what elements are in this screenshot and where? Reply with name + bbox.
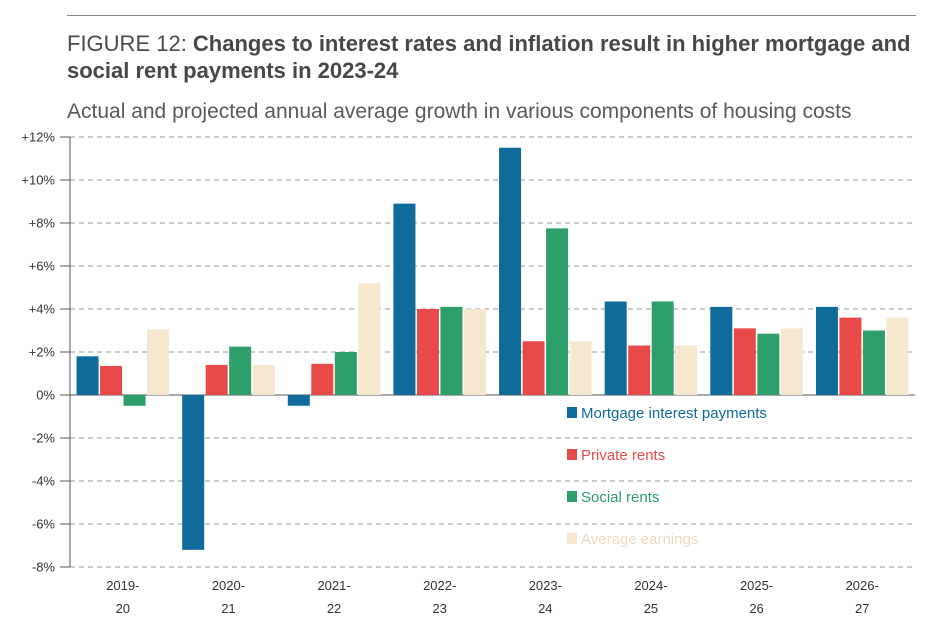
bar-private-rents <box>628 345 651 395</box>
y-tick-label: -6% <box>32 517 56 532</box>
bar-mortgage-interest-payments <box>287 395 310 406</box>
bar-average-earnings <box>569 341 592 395</box>
x-tick-label: 2026- <box>846 578 879 593</box>
bar-mortgage-interest-payments <box>499 147 522 395</box>
y-tick-label: -8% <box>32 560 56 575</box>
legend-label: Average earnings <box>581 531 698 548</box>
bar-mortgage-interest-payments <box>815 306 838 395</box>
bar-social-rents <box>546 228 569 395</box>
legend: Mortgage interest payments Private rents S… <box>567 405 767 548</box>
bar-social-rents <box>440 306 463 395</box>
x-tick-label: 26 <box>749 601 763 616</box>
x-tick-label: 2021- <box>317 578 350 593</box>
y-tick-label: +6% <box>29 259 56 274</box>
x-tick-label: 22 <box>327 601 341 616</box>
legend-label: Social rents <box>581 489 659 506</box>
bar-social-rents <box>334 352 357 395</box>
tick-labels: +12% +10% +8% +6% +4% +2% 0% -2% -4% -6% -8% 2019- 2… <box>21 130 878 617</box>
x-tick-label: 20 <box>116 601 130 616</box>
figure-label: FIGURE 12: <box>67 31 193 56</box>
bar-social-rents <box>123 395 146 406</box>
bar-private-rents <box>733 328 756 395</box>
top-rule <box>67 15 916 16</box>
bar-private-rents <box>311 363 334 395</box>
legend-label: Mortgage interest payments <box>581 405 767 422</box>
x-tick-label: 2024- <box>634 578 667 593</box>
y-tick-label: +10% <box>21 173 55 188</box>
bar-average-earnings <box>675 345 698 395</box>
bar-mortgage-interest-payments <box>710 306 733 395</box>
legend-label: Private rents <box>581 447 665 464</box>
legend-swatch <box>567 449 577 460</box>
bar-average-earnings <box>358 283 381 395</box>
y-tick-label: -2% <box>32 431 56 446</box>
legend-swatch <box>567 407 577 418</box>
bar-private-rents <box>416 309 439 395</box>
x-tick-label: 23 <box>432 601 446 616</box>
legend-swatch <box>567 491 577 502</box>
y-tick-label: 0% <box>36 388 55 403</box>
legend-swatch <box>567 533 577 544</box>
bar-social-rents <box>651 301 674 395</box>
bar-average-earnings <box>463 309 486 395</box>
bar-social-rents <box>757 333 780 395</box>
bar-mortgage-interest-payments <box>604 301 627 395</box>
title-text: Changes to interest rates and inflation … <box>67 31 911 83</box>
bar-social-rents <box>229 346 252 395</box>
x-tick-label: 2019- <box>106 578 139 593</box>
x-tick-label: 25 <box>644 601 658 616</box>
x-tick-label: 2020- <box>212 578 245 593</box>
x-tick-label: 27 <box>855 601 869 616</box>
x-tick-label: 2025- <box>740 578 773 593</box>
bar-mortgage-interest-payments <box>76 356 99 395</box>
x-tick-label: 2023- <box>529 578 562 593</box>
x-tick-label: 2022- <box>423 578 456 593</box>
bar-private-rents <box>100 365 123 395</box>
bar-average-earnings <box>252 364 275 395</box>
bar-private-rents <box>205 364 228 395</box>
y-tick-label: +4% <box>29 302 56 317</box>
y-tick-label: -4% <box>32 474 56 489</box>
bar-private-rents <box>839 317 862 395</box>
x-tick-label: 24 <box>538 601 552 616</box>
bar-mortgage-interest-payments <box>182 395 205 550</box>
bar-social-rents <box>862 330 885 395</box>
bar-mortgage-interest-payments <box>393 203 416 395</box>
bars <box>76 147 909 550</box>
bar-average-earnings <box>886 317 909 395</box>
y-tick-label: +12% <box>21 130 55 145</box>
chart-title: FIGURE 12: Changes to interest rates and… <box>67 30 927 84</box>
bar-average-earnings <box>147 329 170 395</box>
y-tick-label: +2% <box>29 345 56 360</box>
chart-subtitle: Actual and projected annual average grow… <box>67 100 852 123</box>
axes <box>60 136 71 568</box>
bar-private-rents <box>522 341 545 395</box>
y-tick-label: +8% <box>29 216 56 231</box>
bar-average-earnings <box>780 328 803 395</box>
x-tick-label: 21 <box>221 601 235 616</box>
